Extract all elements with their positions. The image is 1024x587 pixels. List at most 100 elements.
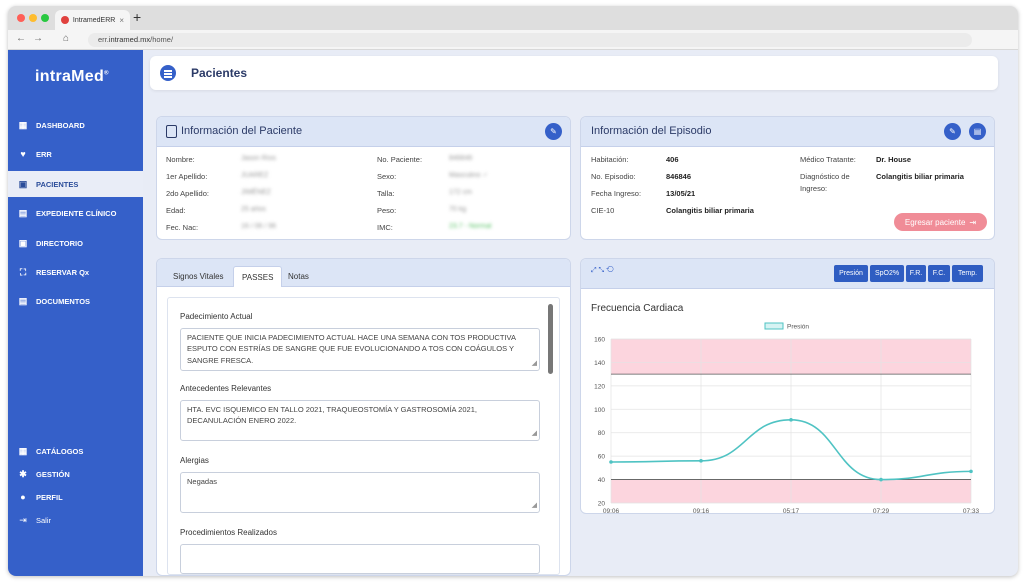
sidebar-item-expediente-cl-nico[interactable]: ▤ EXPEDIENTE CLÍNICO: [8, 200, 143, 226]
url-path: /home/: [150, 35, 174, 44]
patient-field-value: 16 / 06 / 96: [241, 223, 277, 230]
back-button[interactable]: ←: [16, 33, 26, 44]
sidebar-item-cat-logos[interactable]: ▦ CATÁLOGOS: [8, 438, 143, 464]
patient-field-label: Peso:: [377, 206, 397, 215]
doctor-label: Médico Tratante:: [800, 155, 856, 164]
sidebar-item-salir[interactable]: ⇥ Salir: [8, 507, 143, 533]
browser-tab[interactable]: IntramedERR ×: [55, 10, 130, 30]
chart-tools-icon[interactable]: ⤢ ⤡ ⟲: [591, 267, 614, 274]
forward-button[interactable]: →: [33, 33, 43, 44]
x-tick-label: 09:06: [603, 508, 620, 514]
tab-notas[interactable]: Notas: [288, 272, 309, 281]
resize-grip-icon[interactable]: ◢: [531, 359, 537, 367]
url-domain: intramed.mx: [108, 35, 151, 44]
chart-button-temp-[interactable]: Temp.: [952, 265, 983, 282]
close-window-button[interactable]: [17, 14, 25, 22]
page-title: Pacientes: [191, 66, 248, 80]
section-label: Procedimientos Realizados: [180, 528, 277, 537]
favicon-icon: [61, 16, 69, 24]
patient-field-value: 172 cm: [449, 189, 472, 196]
episode-field-label: Fecha Ingreso:: [591, 189, 642, 198]
section-textarea[interactable]: Negadas ◢: [180, 472, 540, 513]
maximize-window-button[interactable]: [41, 14, 49, 22]
close-icon[interactable]: ×: [119, 15, 124, 25]
sidebar-item-dashboard[interactable]: ▦ DASHBOARD: [8, 112, 143, 138]
panel-scrollbar[interactable]: [548, 304, 553, 374]
pencil-icon: ✎: [550, 127, 557, 136]
sidebar-item-label: DASHBOARD: [36, 120, 85, 130]
user-icon: ●: [20, 492, 26, 502]
chart-button-f-c-[interactable]: F.C.: [928, 265, 950, 282]
chart-button-spo2-[interactable]: SpO2%: [870, 265, 904, 282]
data-point: [789, 418, 793, 422]
sidebar-item-pacientes[interactable]: ▣ PACIENTES: [8, 171, 143, 197]
address-bar: ← → ⌂ err.intramed.mx/home/: [8, 30, 1018, 50]
new-tab-button[interactable]: +: [133, 9, 142, 25]
sidebar-item-gesti-n[interactable]: ✱ GESTIÓN: [8, 461, 143, 487]
logo-mark: ®: [104, 70, 109, 77]
patient-field-label: 2do Apellido:: [166, 189, 209, 198]
episode-document-button[interactable]: ▤: [969, 123, 986, 140]
vitals-chart-card: ⤢ ⤡ ⟲ Presión SpO2% F.R. F.C. Temp. Frecuenc…: [580, 258, 995, 514]
app-logo[interactable]: intraMed®: [35, 68, 109, 86]
sidebar-item-label: ERR: [36, 149, 52, 159]
episode-field-value: 846846: [666, 172, 692, 181]
patient-info-card: Información del Paciente ✎ Nombre: Jason …: [156, 116, 571, 240]
patient-field-value: 846846: [449, 155, 473, 162]
resize-grip-icon[interactable]: ◢: [531, 429, 537, 437]
section-textarea[interactable]: PACIENTE QUE INICIA PADECIMIENTO ACTUAL …: [180, 328, 540, 371]
x-tick-label: 07:29: [873, 508, 890, 514]
home-button[interactable]: ⌂: [63, 33, 70, 44]
episode-info-card: Información del Episodio ✎ ▤ Habitación:…: [580, 116, 995, 240]
y-tick-label: 160: [594, 337, 605, 344]
chart-button-presi-n[interactable]: Presión: [834, 265, 868, 282]
document-icon: ▤: [973, 127, 982, 136]
data-point: [699, 459, 703, 463]
diagnosis-label-cont: Ingreso:: [800, 184, 828, 193]
y-tick-label: 80: [598, 430, 606, 437]
episode-field-label: No. Episodio:: [591, 172, 636, 181]
patient-icon: ▣: [18, 178, 28, 189]
section-label: Antecedentes Relevantes: [180, 384, 272, 393]
edit-patient-button[interactable]: ✎: [545, 123, 562, 140]
patient-field-label: Talla:: [377, 189, 395, 198]
legend-swatch: [764, 322, 784, 330]
patient-field-value: Jason Ríos: [241, 155, 277, 162]
sidebar-item-documentos[interactable]: ▤ DOCUMENTOS: [8, 288, 143, 314]
sidebar-item-directorio[interactable]: ▣ DIRECTORIO: [8, 230, 143, 256]
y-tick-label: 60: [598, 454, 606, 461]
sidebar-item-err[interactable]: ♥ ERR: [8, 141, 143, 167]
minimize-window-button[interactable]: [29, 14, 37, 22]
chart-button-f-r-[interactable]: F.R.: [906, 265, 926, 282]
data-point: [609, 460, 613, 464]
url-field[interactable]: err.intramed.mx/home/: [88, 33, 972, 47]
episode-field-label: Habitación:: [591, 155, 629, 164]
section-textarea[interactable]: [180, 544, 540, 574]
doctor-value: Dr. House: [876, 155, 912, 164]
x-tick-label: 09:16: [693, 508, 710, 514]
directory-icon: ▣: [18, 237, 28, 248]
discharge-patient-button[interactable]: Egresar paciente ⇥: [894, 213, 987, 231]
heart-rate-chart: 20 40 60 80 100 120 140 160 09:06 09:16 05:17 07:29…: [594, 322, 980, 514]
patient-field-label: Fec. Nac:: [166, 223, 199, 232]
sidebar-item-reservar-qx[interactable]: ⛶ RESERVAR Qx: [8, 259, 143, 285]
tab-passes[interactable]: PASSES: [233, 266, 283, 287]
patient-field-value: Masculino ♂: [449, 172, 488, 179]
sidebar-item-label: EXPEDIENTE CLÍNICO: [36, 208, 117, 218]
diagnosis-value: Colangitis biliar primaria: [876, 172, 964, 181]
section-label: Padecimiento Actual: [180, 312, 253, 321]
y-tick-label: 40: [598, 477, 606, 484]
sidebar-item-perfil[interactable]: ● PERFIL: [8, 484, 143, 510]
tab-signos-vitales[interactable]: Signos Vitales: [173, 272, 224, 281]
section-textarea[interactable]: HTA. EVC ISQUEMICO EN TALLO 2021, TRAQUE…: [180, 400, 540, 441]
patient-id-icon: [166, 125, 177, 138]
edit-episode-button[interactable]: ✎: [944, 123, 961, 140]
gear-icon: ✱: [19, 468, 27, 479]
sidebar: intraMed® ▦ DASHBOARD ♥ ERR ▣ PACIENTES ▤ EXPED…: [8, 50, 143, 576]
url-prefix: err.: [98, 35, 109, 44]
passes-panel[interactable]: Padecimiento Actual PACIENTE QUE INICIA P…: [167, 297, 560, 575]
section-text: HTA. EVC ISQUEMICO EN TALLO 2021, TRAQUE…: [187, 405, 477, 426]
resize-grip-icon[interactable]: ◢: [531, 501, 537, 509]
sidebar-item-label: CATÁLOGOS: [36, 446, 84, 456]
menu-toggle-icon[interactable]: [160, 65, 176, 81]
